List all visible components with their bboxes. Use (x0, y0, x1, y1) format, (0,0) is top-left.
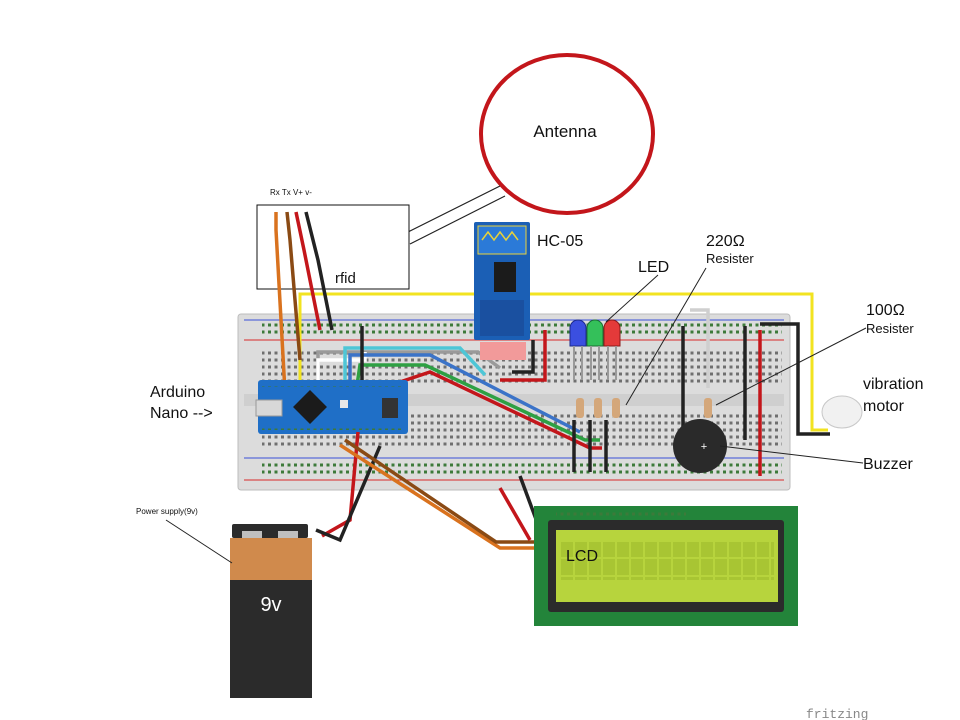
svg-text:+: + (701, 441, 707, 453)
vibration-label-line2: motor (863, 398, 905, 415)
rfid-label: rfid (335, 270, 356, 287)
buzzer-label: Buzzer (863, 456, 913, 473)
rfid-wires (274, 211, 334, 393)
rfid-pins-label: Rx Tx V+ v- (270, 188, 312, 197)
hc05-label: HC-05 (537, 233, 583, 250)
resistor-100 (704, 398, 712, 418)
rfid-module: Rx Tx V+ v- rfid (256, 188, 410, 290)
vibration-motor (821, 395, 863, 429)
lcd-label: LCD (566, 548, 598, 565)
power-supply-label: Power supply(9v) (136, 507, 198, 516)
resistor-220-value: 220Ω (706, 233, 745, 250)
power-lcd-wires (315, 431, 542, 550)
antenna: Antenna (407, 53, 655, 245)
arduino-nano (255, 380, 408, 434)
fritzing-watermark: fritzing (806, 707, 868, 720)
resistors-220 (572, 398, 620, 472)
resistor-100-value: 100Ω (866, 302, 905, 319)
battery-label: 9v (260, 594, 281, 616)
buzzer: + (673, 419, 727, 473)
arduino-label-line2: Nano --> (150, 405, 213, 422)
hc05-module (474, 222, 530, 360)
lcd-display: LCD (534, 506, 798, 626)
vibration-label-line1: vibration (863, 376, 923, 393)
arduino-label-line1: Arduino (150, 384, 205, 401)
antenna-label: Antenna (533, 122, 597, 141)
right-wires (681, 322, 830, 476)
led-label: LED (638, 259, 669, 276)
led-group (569, 319, 621, 380)
resistor-100-desc: Resister (866, 321, 914, 336)
yellow-wire (298, 292, 828, 432)
battery-9v: 9v (230, 524, 312, 698)
resistor-220-desc: Resister (706, 251, 754, 266)
